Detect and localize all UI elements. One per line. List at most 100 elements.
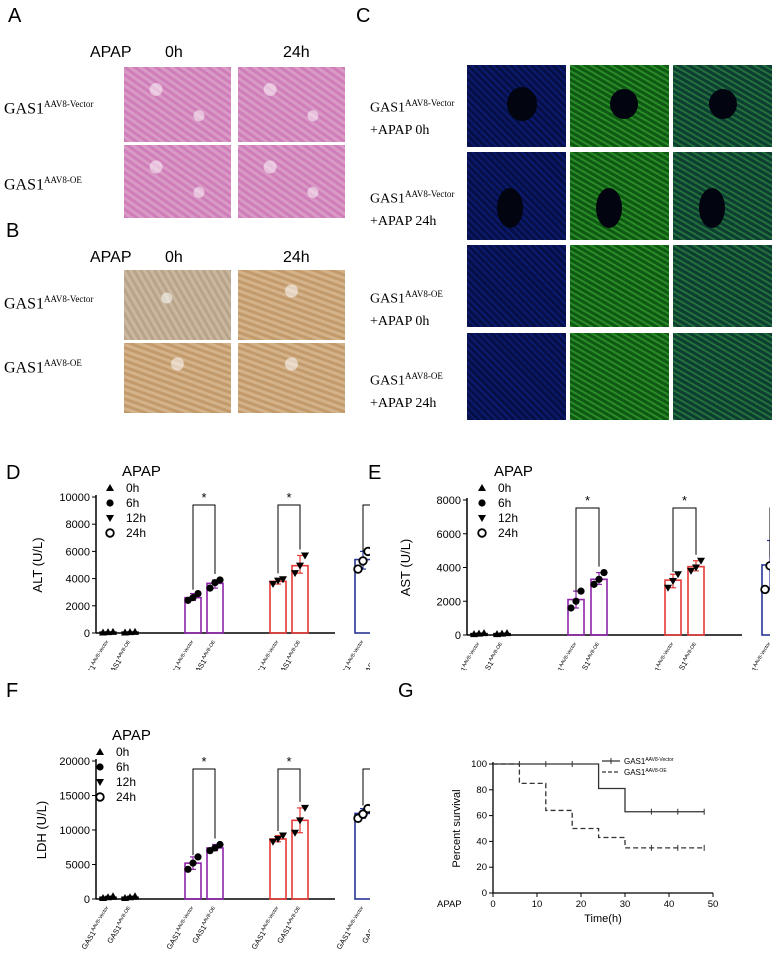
chart-e-legend-marker-0h	[478, 484, 486, 491]
chart-e-point-3-2	[600, 568, 608, 577]
panel-b-header: APAP	[90, 249, 132, 266]
chart-e-point-4-2	[674, 571, 682, 579]
chart-f-legend-label-12h: 12h	[116, 775, 136, 789]
chart-d-legend-label-6h: 6h	[126, 496, 139, 510]
chart-e-point-1-2	[503, 629, 511, 637]
chart-f-bar-3	[206, 847, 224, 900]
panel-a-header: APAP	[90, 44, 132, 61]
chart-e-sig-label-1: *	[682, 493, 687, 508]
chart-f-point-3-2	[216, 840, 224, 849]
chart-e-xtick-label-5: GAS1AAV8-OE	[671, 641, 701, 670]
chart-e-legend-label-12h: 12h	[498, 511, 518, 525]
chart-d-point-4-2	[279, 576, 287, 584]
g-series-line-0	[493, 763, 705, 813]
chart-d-point-0-2	[109, 627, 117, 635]
chart-e-point-5-1	[692, 564, 700, 572]
chart-d-sig-bracket-2	[362, 504, 370, 552]
chart-e-legend-marker-12h	[478, 515, 486, 522]
he-image-oe-24h	[238, 145, 345, 218]
chart-f-xtick-label-5: GAS1AAV8-OE	[275, 905, 305, 945]
chart-f-legend-title: APAP	[112, 727, 151, 744]
chart-d-sig-bracket-0	[192, 504, 216, 590]
panel-b-row-oe: GAS1AAV8-OE	[4, 358, 82, 377]
chart-d-bar-4	[269, 580, 287, 634]
chart-f-ytick-label-15000: 15000	[59, 791, 90, 803]
chart-f-xtick-label-0: GAS1AAV8-Vector	[79, 905, 112, 950]
chart-d-sig-label-1: *	[286, 490, 291, 505]
panel-b-col-24h: 24h	[283, 249, 310, 266]
g-xtick-label-20: 20	[576, 899, 587, 910]
chart-d-ylabel: ALT (U/L)	[30, 537, 45, 592]
if-merge-4	[673, 333, 772, 420]
chart-e-point-6-1	[765, 561, 770, 571]
panel-g-label: G	[398, 680, 414, 702]
chart-d-point-1-2	[131, 627, 139, 635]
chart-f-xtick-label-6: GAS1AAV8-Vector	[334, 905, 367, 950]
chart-d-point-2-2	[194, 589, 202, 598]
chart-d-xtick-label-5: GAS1AAV8-OE	[275, 639, 305, 670]
chart-f-point-1-2	[131, 892, 139, 900]
chart-d-legend-marker-0h	[106, 484, 114, 491]
if-dapi-4	[467, 333, 566, 420]
chart-f-sig-label-1: *	[286, 754, 291, 769]
chart-d-legend-label-0h: 0h	[126, 481, 139, 495]
chart-d-legend-label-24h: 24h	[126, 526, 146, 540]
if-fitc-2	[570, 152, 669, 240]
chart-f-legend-label-0h: 0h	[116, 745, 129, 759]
g-xtick-label-0: 0	[490, 899, 495, 910]
chart-d-legend-marker-12h	[106, 515, 114, 522]
g-xtick-label-40: 40	[664, 899, 675, 910]
chart-f-point-4-1	[274, 835, 282, 843]
g-ytick-label-80: 80	[476, 785, 487, 796]
panel-d-label: D	[6, 462, 21, 484]
chart-f-ylabel: LDH (U/L)	[34, 801, 49, 860]
chart-d-legend-title: APAP	[122, 463, 161, 480]
chart-f-point-0-2	[109, 892, 117, 900]
panel-b-row-vector: GAS1AAV8-Vector	[4, 294, 94, 313]
chart-d-sig-label-0: *	[201, 490, 206, 505]
chart-d-legend-label-12h: 12h	[126, 511, 146, 525]
panel-a-label: A	[8, 5, 22, 27]
g-xtick-label-50: 50	[708, 899, 719, 910]
g-legend-label-0: GAS1AAV8-Vector	[624, 757, 674, 766]
panel-b-label: B	[6, 220, 20, 242]
chart-d-xtick-label-0: GAS1AAV8-Vector	[79, 639, 112, 670]
chart-d-ytick-label-2000: 2000	[66, 601, 90, 613]
he-image-vector-24h	[238, 67, 345, 142]
chart-e-sig-label-0: *	[585, 493, 590, 508]
g-ytick-label-100: 100	[471, 759, 487, 770]
if-fitc-3	[570, 245, 669, 327]
chart-f-xtick-label-3: GAS1AAV8-OE	[190, 905, 220, 945]
chart-f-ytick-label-10000: 10000	[59, 825, 90, 837]
chart-e-ytick-label-4000: 4000	[437, 563, 461, 575]
chart-d-point-3-2	[216, 576, 224, 584]
chart-e-xtick-label-2: GAS1AAV8-Vector	[547, 641, 580, 670]
chart-d-ytick-label-10000: 10000	[59, 492, 90, 504]
he-image-vector-0h	[124, 67, 231, 142]
chart-f-point-2-1	[189, 859, 197, 867]
chart-e-ytick-label-6000: 6000	[437, 529, 461, 541]
ihc-image-vector-24h	[238, 270, 345, 340]
chart-e-xtick-label-1: GAS1AAV8-OE	[477, 641, 507, 670]
chart-e-legend-label-0h: 0h	[498, 481, 511, 495]
panel-a-col-24h: 24h	[283, 44, 310, 61]
chart-d-xtick-label-2: GAS1AAV8-Vector	[164, 639, 197, 670]
chart-f-xtick-label-1: GAS1AAV8-OE	[105, 905, 135, 945]
chart-e-point-4-0	[664, 584, 672, 592]
chart-f-bar-4	[269, 838, 287, 900]
chart-e-point-2-2	[577, 587, 585, 595]
chart-d-legend-marker-24h	[105, 528, 115, 538]
chart-d-point-5-2	[301, 552, 309, 560]
g-ylabel: Percent survival	[451, 789, 463, 867]
chart-f-ytick-label-0: 0	[84, 894, 90, 906]
chart-f-xtick-label-2: GAS1AAV8-Vector	[164, 905, 197, 950]
chart-e-legend-marker-6h	[478, 499, 486, 507]
chart-f-point-2-2	[194, 853, 202, 861]
chart-d-ytick-label-0: 0	[84, 628, 90, 640]
chart-e-ytick-label-8000: 8000	[437, 495, 461, 507]
chart-e-point-0-2	[480, 629, 488, 637]
chart-f-point-5-0	[291, 829, 299, 837]
chart-e-sig-bracket-0	[575, 507, 600, 592]
chart-e-xtick-label-4: GAS1AAV8-Vector	[644, 641, 677, 670]
